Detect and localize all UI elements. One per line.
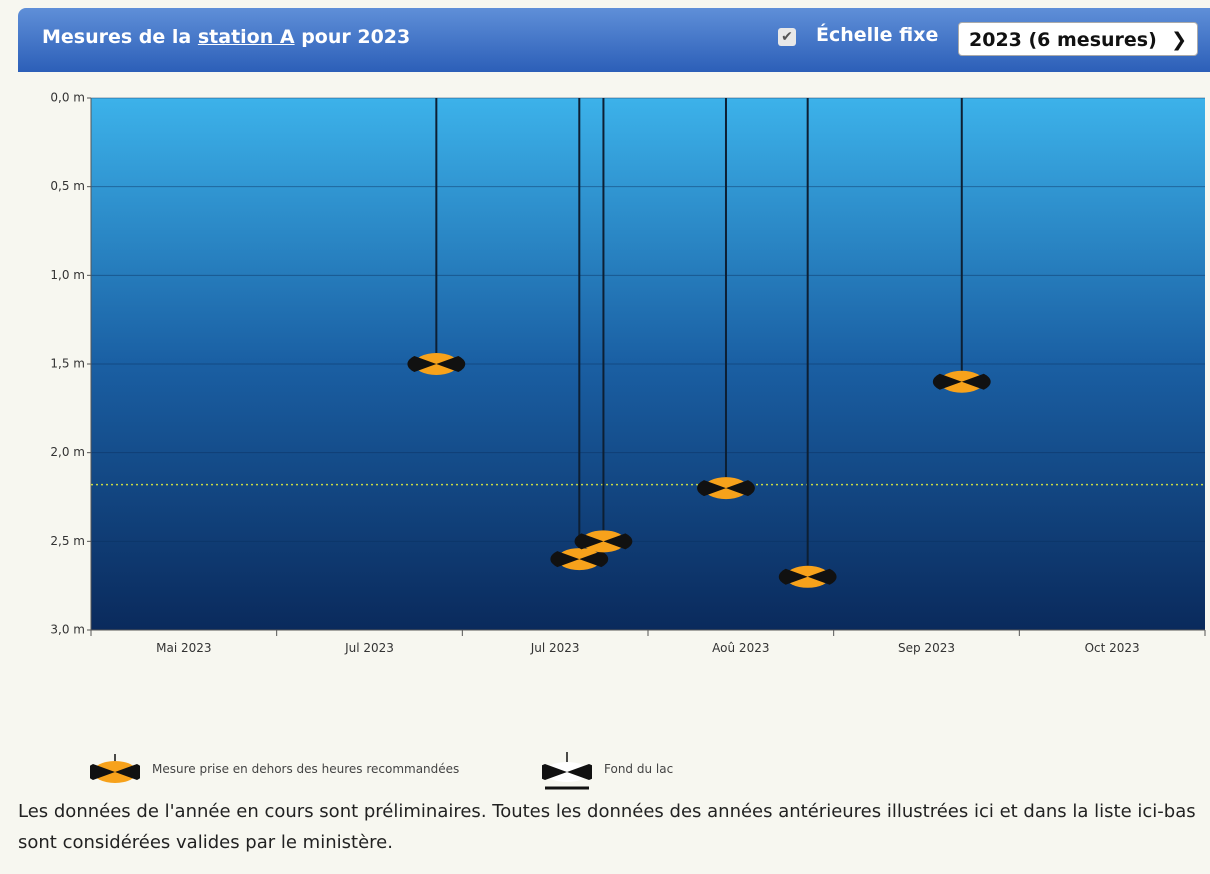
select-arrow: ❯ bbox=[1171, 29, 1187, 51]
marker-disk bbox=[581, 530, 626, 553]
marker-quadrants bbox=[550, 551, 609, 568]
chart: 0,0 m 0,5 m 1,0 m 1,5 m 2,0 m 2,5 m 3,0 m bbox=[50, 91, 1206, 637]
header: Mesures de la station A pour 2023 ✔ Éche… bbox=[18, 8, 1210, 72]
checkbox-label[interactable]: Échelle fixe bbox=[816, 24, 939, 46]
x-tick-label: Mai 2023 bbox=[156, 641, 212, 655]
measure bbox=[574, 98, 633, 553]
legend-label: Fond du lac bbox=[604, 762, 674, 776]
marker-quadrants bbox=[932, 373, 991, 390]
year-select[interactable]: 2023 (6 mesures) ❯ bbox=[958, 22, 1198, 56]
marker-quadrants bbox=[778, 568, 837, 585]
x-tick-label: Sep 2023 bbox=[898, 641, 955, 655]
y-tick-label: 2,0 m bbox=[50, 445, 85, 459]
y-tick-label: 1,5 m bbox=[50, 357, 85, 371]
title-text: Mesures de la bbox=[42, 26, 198, 48]
y-tick-label: 0,5 m bbox=[50, 179, 85, 193]
y-tick-label: 1,0 m bbox=[50, 268, 85, 282]
station-link[interactable]: station A bbox=[197, 26, 295, 48]
y-tick-label: 3,0 m bbox=[50, 623, 85, 637]
x-tick-label: Jul 2023 bbox=[345, 641, 394, 655]
select-text: 2023 (6 mesures) bbox=[969, 29, 1157, 51]
marker-quadrants bbox=[697, 480, 755, 497]
note: Les données de l'année en cours sont pré… bbox=[18, 801, 1196, 853]
checkbox[interactable]: ✔ bbox=[778, 28, 796, 46]
title: Mesures de la station A pour 2023 bbox=[42, 26, 410, 48]
marker-quadrants bbox=[574, 533, 633, 550]
legend-label: Mesure prise en dehors des heures recomm… bbox=[152, 762, 460, 776]
measure bbox=[697, 98, 755, 500]
y-tick-label: 0,0 m bbox=[50, 91, 85, 105]
y-tick-label: 2,5 m bbox=[50, 534, 85, 548]
measure bbox=[932, 98, 991, 393]
x-tick-label: Oct 2023 bbox=[1084, 641, 1140, 655]
measure bbox=[778, 98, 837, 588]
measure bbox=[407, 98, 466, 375]
measure bbox=[550, 98, 609, 571]
x-tick-label: Aoû 2023 bbox=[712, 641, 770, 655]
marker-quadrants bbox=[407, 356, 466, 372]
marker-disk bbox=[557, 548, 602, 571]
title-text: pour 2023 bbox=[294, 26, 411, 48]
plot-area bbox=[91, 98, 1205, 630]
legend-icon bbox=[90, 754, 140, 783]
legend-icon bbox=[542, 752, 592, 790]
x-tick-label: Jul 2023 bbox=[530, 641, 580, 655]
